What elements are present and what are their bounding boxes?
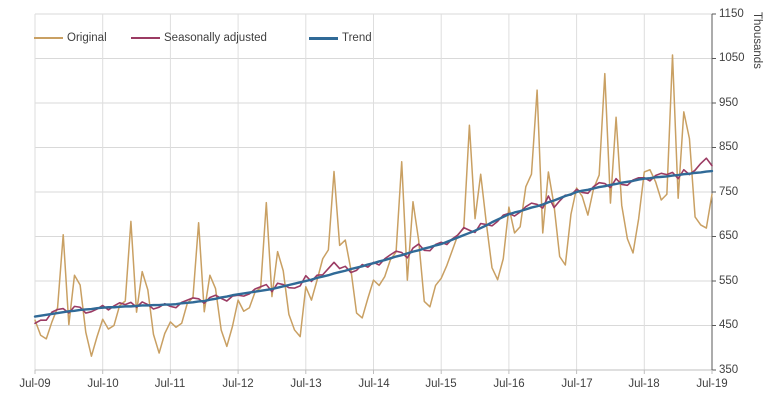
x-tick-label: Jul-16: [493, 378, 525, 390]
legend-item-seasonally-adjusted[interactable]: Seasonally adjusted: [131, 31, 267, 45]
legend-item-original[interactable]: Original: [34, 31, 107, 45]
series-original-line: [34, 54, 713, 357]
x-tick-label: Jul-12: [222, 378, 254, 390]
seasonally-adjusted-line-swatch-icon: [131, 37, 160, 39]
x-tick-label: Jul-17: [561, 378, 593, 390]
x-tick-label: Jul-19: [696, 378, 728, 390]
x-tick-label: Jul-14: [358, 378, 390, 390]
axes: [34, 13, 716, 374]
y-tick-label: 650: [719, 230, 739, 242]
x-tick-label: Jul-11: [154, 378, 186, 390]
y-axis-unit-label: Thousands: [751, 12, 763, 69]
y-tick-label: 950: [719, 97, 739, 109]
legend-label: Original: [67, 32, 107, 44]
x-tick-label: Jul-09: [19, 378, 51, 390]
legend-label: Seasonally adjusted: [164, 32, 267, 44]
x-tick-label: Jul-13: [290, 378, 322, 390]
y-tick-label: 350: [719, 364, 739, 376]
y-tick-label: 850: [719, 141, 739, 153]
original-line-swatch-icon: [34, 37, 63, 39]
x-tick-label: Jul-18: [628, 378, 660, 390]
trend-line-swatch-icon: [309, 36, 338, 40]
legend-item-trend[interactable]: Trend: [309, 31, 372, 45]
y-tick-label: 450: [719, 319, 739, 331]
legend-label: Trend: [342, 32, 372, 44]
y-tick-label: 750: [719, 186, 739, 198]
y-tick-label: 1150: [719, 8, 744, 20]
series-trend-line: [33, 169, 714, 318]
x-tick-label: Jul-15: [425, 378, 457, 390]
y-tick-label: 550: [719, 275, 739, 287]
x-tick-label: Jul-10: [87, 378, 119, 390]
y-tick-label: 1050: [719, 52, 745, 64]
